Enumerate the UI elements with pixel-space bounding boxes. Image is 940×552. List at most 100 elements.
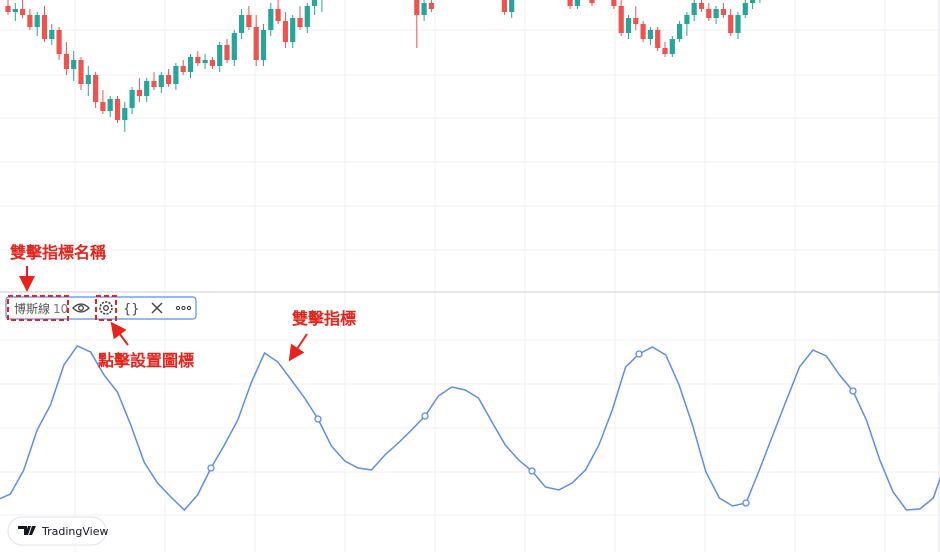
candle-body <box>202 60 208 63</box>
candle-body <box>173 66 179 84</box>
candle-body <box>640 24 646 39</box>
candle-body <box>41 15 48 39</box>
candle-body <box>625 18 632 33</box>
candle-body <box>501 0 507 12</box>
candle-body <box>49 30 55 39</box>
line-point <box>421 412 429 420</box>
candle-body <box>224 45 230 60</box>
candle-body <box>122 108 128 120</box>
candles <box>5 0 761 132</box>
candle-body <box>618 6 624 33</box>
candle-body <box>12 9 18 12</box>
candle-body <box>107 99 113 111</box>
candle-body <box>129 90 135 108</box>
candle-body <box>180 66 186 72</box>
candle-body <box>268 9 274 30</box>
indicator-line[interactable] <box>0 345 940 512</box>
candle-body <box>312 0 318 6</box>
watermark-pill <box>7 516 107 546</box>
candle-body <box>260 30 267 60</box>
candle-body <box>217 45 223 66</box>
candle-body <box>735 15 741 33</box>
line-point <box>528 467 536 475</box>
candle-body <box>742 3 748 15</box>
indicator-name[interactable]: 博斯線 <box>14 301 50 316</box>
line-point <box>635 350 643 358</box>
annotation: 雙擊指標 <box>292 309 356 328</box>
candle-body <box>655 30 661 48</box>
candle-body <box>114 99 121 120</box>
more-icon[interactable] <box>175 305 192 311</box>
candle-body <box>71 60 77 69</box>
candle-body <box>85 75 91 84</box>
candle-body <box>187 57 194 72</box>
candle-body <box>669 39 675 54</box>
candle-body <box>158 75 164 87</box>
candle-body <box>706 9 712 18</box>
candle-body <box>5 6 11 12</box>
candle-body <box>611 0 617 6</box>
candle-body <box>195 57 201 63</box>
candle-body <box>56 30 62 54</box>
candle-body <box>633 18 639 24</box>
candle-body <box>290 18 296 42</box>
candle-body <box>684 15 690 24</box>
candle-body <box>647 30 653 39</box>
watermark-text: TradingView <box>41 525 108 538</box>
candle-body <box>93 75 99 102</box>
candle-body <box>209 60 215 66</box>
candle-body <box>750 0 756 3</box>
annotation: 點擊設置圖標 <box>98 351 194 370</box>
candle-body <box>428 3 434 9</box>
candle-body <box>63 54 69 69</box>
candle-body <box>275 9 281 21</box>
remove-icon[interactable] <box>151 302 163 314</box>
candle-body <box>253 27 259 60</box>
candle-body <box>589 0 595 3</box>
candle-body <box>509 0 515 12</box>
indicator-toolbar: 博斯線 10 {} <box>5 295 197 321</box>
candle-body <box>20 9 26 15</box>
candle-body <box>567 0 573 6</box>
indicator-param[interactable]: 10 <box>53 302 68 316</box>
line-point <box>207 464 215 472</box>
eye-icon[interactable] <box>72 303 90 313</box>
settings-icon[interactable] <box>99 301 113 315</box>
candle-body <box>421 3 427 15</box>
candle-body <box>151 81 157 87</box>
watermark-logo <box>18 526 36 535</box>
candle-body <box>713 9 719 18</box>
indicator-pane <box>0 345 940 512</box>
candle-body <box>27 15 33 27</box>
highlight-settings <box>95 295 117 321</box>
annotation-arrow <box>110 321 129 346</box>
candle-body <box>698 3 705 9</box>
candle-body <box>304 6 310 27</box>
candle-body <box>166 75 172 84</box>
candle-body <box>414 0 420 15</box>
annotation: 雙擊指標名稱 <box>10 243 106 262</box>
candle-body <box>677 24 683 39</box>
candle-body <box>297 18 303 27</box>
candle-body <box>136 90 142 96</box>
line-point <box>314 415 322 423</box>
candle-body <box>100 102 106 111</box>
line-point <box>742 499 750 507</box>
candle-body <box>574 0 580 6</box>
candle-body <box>246 15 252 27</box>
candle-body <box>691 3 697 15</box>
candle-body <box>78 60 84 84</box>
candle-body <box>239 15 245 33</box>
watermark[interactable]: TradingView <box>7 516 108 546</box>
candle-body <box>728 15 734 33</box>
candle-body <box>34 15 40 27</box>
candle-body <box>720 9 726 15</box>
candle-body <box>282 21 288 42</box>
candle-body <box>144 81 150 96</box>
candle-body <box>231 33 237 60</box>
candle-body <box>662 48 668 54</box>
source-code-icon[interactable]: {} <box>123 302 140 317</box>
